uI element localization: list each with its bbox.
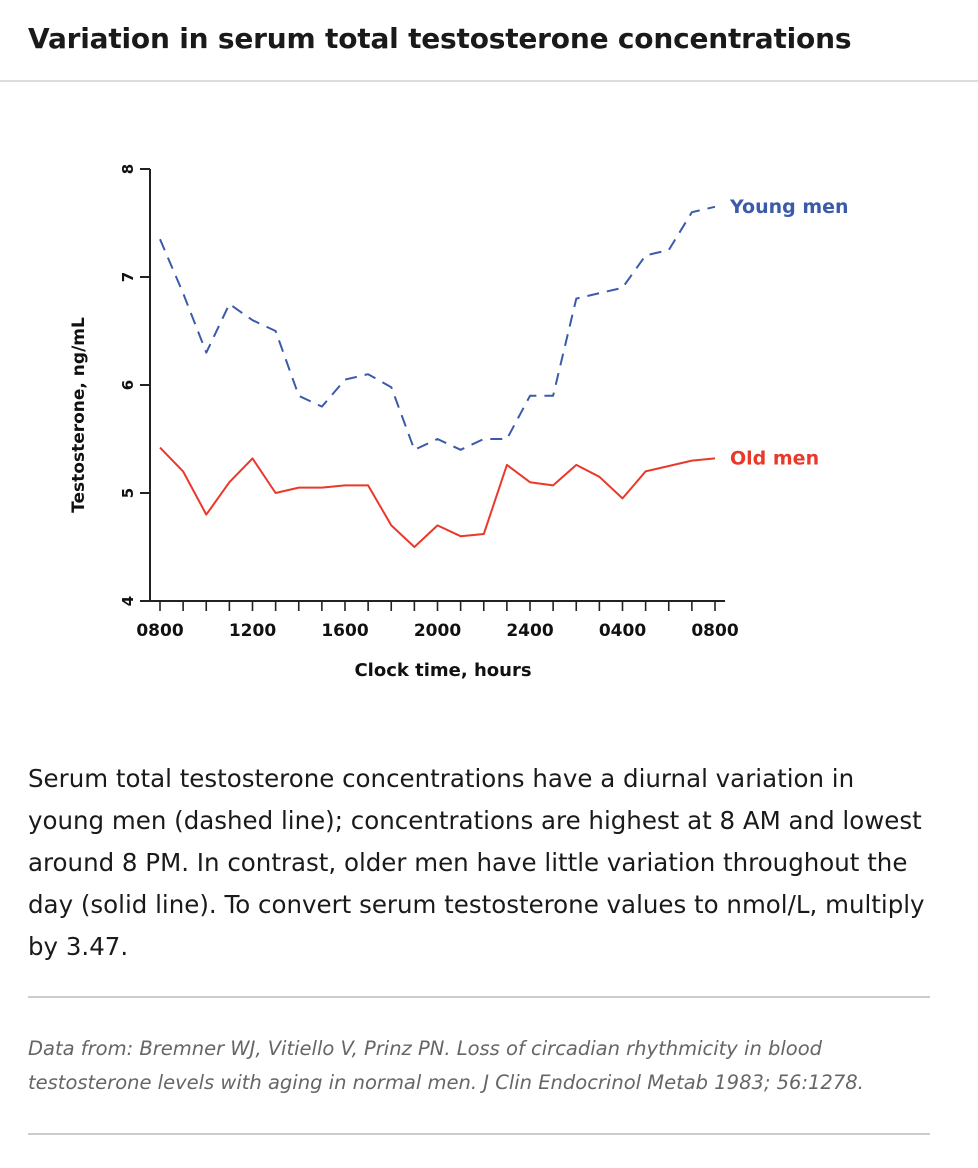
- x-tick-label: 2000: [414, 621, 461, 641]
- x-tick-label: 1200: [229, 621, 276, 641]
- y-tick-label: 6: [119, 380, 137, 390]
- source-citation: Data from: Bremner WJ, Vitiello V, Prinz…: [28, 1037, 864, 1094]
- labels-layer: 4 5 6 7 8 0800 1200 1600 2000 2400 0400 0800 Clock t…: [69, 164, 849, 681]
- header: Variation in serum total testosterone co…: [0, 0, 978, 82]
- old-men-line: [159, 446, 716, 548]
- x-tick-label: 1600: [321, 621, 368, 641]
- x-tick-label: 0800: [691, 621, 738, 641]
- x-axis-label: Clock time, hours: [354, 660, 531, 681]
- y-tick-label: 5: [119, 488, 137, 498]
- young-men-line: [159, 205, 716, 451]
- line-chart: 4 5 6 7 8 0800 1200 1600 2000 2400 0400 0800 Clock t…: [69, 164, 849, 681]
- x-tick-label: 2400: [506, 621, 553, 641]
- figure-caption: Serum total testosterone concentrations …: [28, 764, 925, 961]
- series-layer: [159, 205, 716, 548]
- y-axis-label: Testosterone, ng/mL: [69, 317, 89, 513]
- x-tick-label: 0400: [599, 621, 646, 641]
- divider-bottom: [28, 1133, 930, 1135]
- old-men-label: Old men: [730, 447, 819, 469]
- y-tick-label: 7: [119, 272, 137, 282]
- divider-top: [28, 996, 930, 998]
- x-tick-label: 0800: [136, 621, 183, 641]
- axes: [140, 168, 725, 611]
- page-title: Variation in serum total testosterone co…: [28, 22, 852, 55]
- young-men-label: Young men: [729, 196, 849, 218]
- y-tick-label: 4: [119, 596, 137, 606]
- y-tick-label: 8: [119, 164, 137, 174]
